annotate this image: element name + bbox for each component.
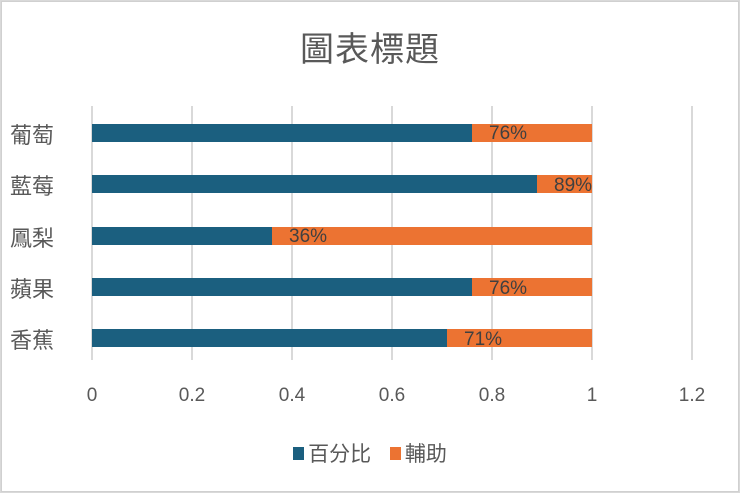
x-tick-label: 1.2	[678, 385, 706, 406]
chart-title: 圖表標題	[300, 30, 440, 70]
data-label: 76%	[489, 278, 528, 299]
category-label: 香蕉	[10, 329, 55, 354]
legend-item-helper[interactable]: 輔助	[389, 438, 447, 468]
gridline	[691, 106, 693, 360]
bar-helper-pineapple[interactable]	[272, 227, 592, 245]
x-tick-label: 0.8	[478, 385, 506, 406]
legend-label: 百分比	[308, 442, 372, 466]
legend: 百分比 輔助	[0, 438, 740, 468]
bar-percent-pineapple[interactable]	[92, 227, 272, 245]
legend-item-percent[interactable]: 百分比	[293, 438, 371, 468]
data-label: 71%	[464, 329, 503, 350]
bar-helper-grape[interactable]	[472, 124, 592, 142]
bar-percent-apple[interactable]	[92, 278, 472, 296]
bar-helper-banana[interactable]	[447, 329, 592, 347]
data-label: 36%	[289, 226, 328, 247]
x-tick-label: 1	[586, 385, 598, 406]
x-tick-label: 0.6	[378, 385, 406, 406]
category-label: 藍莓	[10, 175, 55, 200]
category-label: 蘋果	[10, 278, 55, 303]
legend-swatch-icon	[293, 446, 305, 460]
category-label: 葡萄	[10, 124, 55, 149]
x-tick-label: 0	[86, 385, 98, 406]
legend-swatch-icon	[389, 446, 401, 460]
bar-helper-apple[interactable]	[472, 278, 592, 296]
bar-helper-blueberry[interactable]	[537, 175, 592, 193]
data-label: 76%	[489, 123, 528, 144]
data-label: 89%	[554, 175, 593, 196]
x-tick-label: 0.4	[278, 385, 306, 406]
x-tick-label: 0.2	[178, 385, 206, 406]
legend-label: 輔助	[404, 442, 447, 466]
bar-percent-grape[interactable]	[92, 124, 472, 142]
bar-percent-blueberry[interactable]	[92, 175, 537, 193]
bar-percent-banana[interactable]	[92, 329, 447, 347]
gridline	[591, 106, 593, 360]
category-label: 鳳梨	[10, 227, 55, 252]
